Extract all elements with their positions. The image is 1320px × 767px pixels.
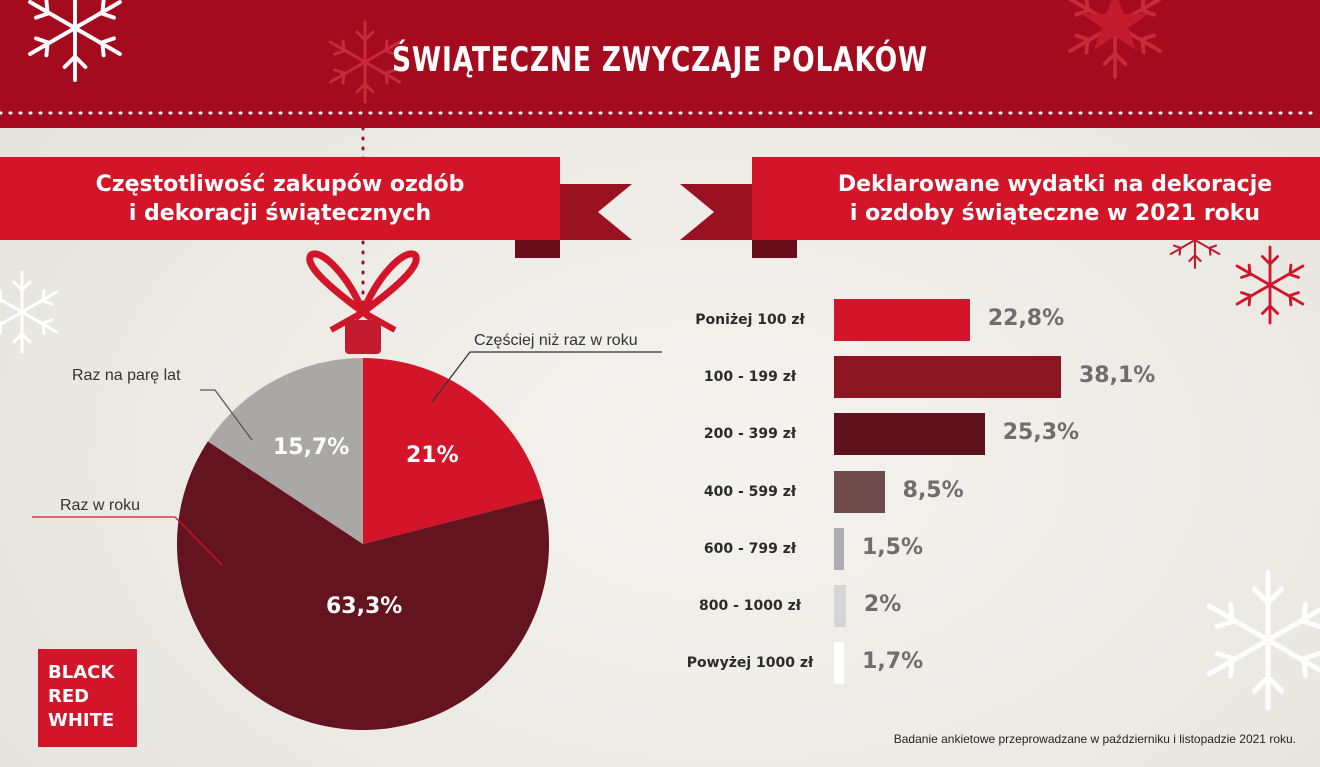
bar-category-label: Poniżej 100 zł xyxy=(695,312,805,328)
left-panel-title: Częstotliwość zakupów ozdób i dekoracji … xyxy=(40,170,520,228)
pie-slice xyxy=(363,358,544,544)
right-title-line1: Deklarowane wydatki na dekoracje xyxy=(837,172,1273,197)
bar xyxy=(834,585,846,627)
brand-line: WHITE xyxy=(48,710,115,731)
pie-label: Raz na parę lat xyxy=(72,367,181,384)
bar-category-label: 200 - 399 zł xyxy=(703,426,797,443)
leader-line xyxy=(200,389,253,441)
bar-value-label: 38,1% xyxy=(1079,363,1156,389)
leader-line xyxy=(431,351,662,403)
bar-category-label: 600 - 799 zł xyxy=(703,540,797,557)
pie-label: Częściej niż raz w roku xyxy=(474,332,638,349)
bar-category-label: 800 - 1000 zł xyxy=(699,598,801,614)
bar-value-label: 22,8% xyxy=(987,306,1065,331)
brand-logo: BLACK RED WHITE xyxy=(38,649,137,747)
bar xyxy=(834,413,985,456)
left-title-line2: i dekoracji świątecznych xyxy=(128,201,432,226)
bar xyxy=(834,642,845,685)
pie-value-label: 63,3% xyxy=(326,594,403,619)
bar-category-label: 100 - 199 zł xyxy=(703,369,797,386)
right-panel-title: Deklarowane wydatki na dekoracje i ozdob… xyxy=(780,170,1320,228)
brand-line: RED xyxy=(48,686,90,707)
bar xyxy=(834,470,885,513)
bow-icon xyxy=(306,250,420,354)
pie-value-label: 15,7% xyxy=(273,435,350,460)
bar xyxy=(834,356,1061,399)
pie-value-label: 21% xyxy=(406,443,459,468)
bar-value-label: 8,5% xyxy=(902,477,964,503)
page-title: ŚWIĄTECZNE ZWYCZAJE POLAKÓW xyxy=(392,40,928,80)
bar-value-label: 1,5% xyxy=(862,534,924,560)
pie-label: Raz w roku xyxy=(60,497,141,514)
star-icon xyxy=(1082,0,1148,50)
leader-line xyxy=(32,516,223,566)
bar-value-label: 25,3% xyxy=(1002,420,1080,446)
bar-value-label: 1,7% xyxy=(862,649,924,675)
right-ribbon xyxy=(680,157,1320,258)
bar xyxy=(834,299,970,341)
bar-category-label: Powyżej 1000 zł xyxy=(686,655,814,672)
source-note: Badanie ankietowe przeprowadzane w paźdz… xyxy=(893,732,1296,746)
bar xyxy=(834,527,844,570)
pie-slice xyxy=(207,358,363,544)
pie-slice xyxy=(177,441,550,730)
right-title-line2: i ozdoby świąteczne w 2021 roku xyxy=(849,201,1261,226)
bar-category-label: 400 - 599 zł xyxy=(703,483,797,500)
left-ribbon xyxy=(0,157,632,258)
brand-line: BLACK xyxy=(48,662,115,683)
left-title-line1: Częstotliwość zakupów ozdób xyxy=(95,172,465,197)
bar-value-label: 2% xyxy=(863,592,902,617)
